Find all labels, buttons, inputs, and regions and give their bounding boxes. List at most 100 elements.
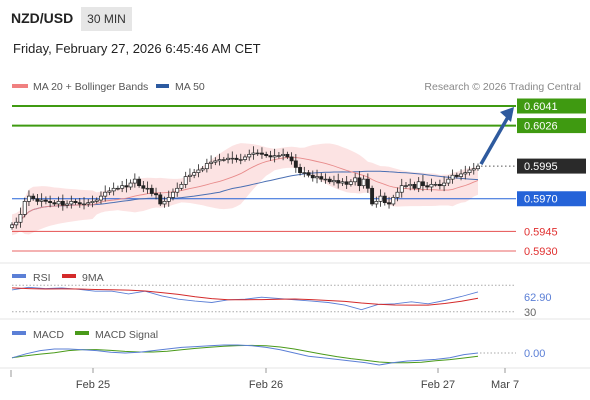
candle-body	[259, 152, 264, 155]
candle-body	[298, 167, 303, 173]
candle-body	[238, 159, 243, 161]
candle	[56, 196, 61, 208]
candle	[48, 195, 53, 208]
candle	[336, 173, 341, 189]
candle	[149, 184, 154, 197]
candle	[22, 197, 27, 218]
candle-body	[158, 194, 163, 205]
candle-body	[353, 177, 358, 183]
candle	[450, 169, 455, 184]
candle-body	[327, 178, 332, 183]
candle-body	[268, 155, 273, 158]
candle	[234, 154, 239, 163]
x-axis-label: Feb 26	[249, 379, 283, 391]
level-box-pivot	[517, 191, 586, 207]
timeframe-button[interactable]: 30 MIN	[81, 7, 132, 31]
candle	[340, 178, 345, 186]
candle	[128, 179, 133, 190]
level-label-resistance: 0.6041	[524, 101, 558, 113]
rsi-30-label: 30	[524, 307, 536, 319]
projection-arrow-shaft	[479, 116, 510, 165]
candle-body	[416, 181, 421, 189]
candle	[437, 179, 442, 190]
candle	[310, 170, 315, 182]
candle	[26, 190, 31, 206]
candle	[365, 173, 370, 193]
legend-label-macd-signal: MACD Signal	[95, 329, 158, 341]
candle	[31, 193, 36, 201]
candle-body	[382, 195, 387, 204]
candle	[145, 181, 150, 194]
candle	[476, 163, 480, 171]
legend-label-macd: MACD	[33, 329, 64, 341]
candle-body	[124, 185, 129, 188]
candle-body	[251, 152, 256, 155]
candle-body	[255, 152, 260, 155]
candle	[213, 157, 218, 166]
legend-swatch-ma50	[156, 84, 169, 88]
rsi-9ma-line	[11, 287, 479, 306]
candle	[10, 222, 14, 230]
candle-body	[374, 201, 379, 205]
current-price-label: 0.5995	[524, 161, 558, 173]
candle-body	[412, 184, 417, 189]
candle-body	[111, 187, 116, 192]
candle	[416, 177, 421, 193]
candle-body	[200, 168, 205, 171]
candle-body	[387, 202, 391, 205]
candle-body	[315, 176, 319, 179]
current-price-box	[517, 158, 586, 174]
candle-body	[14, 221, 19, 226]
candle-body	[65, 203, 70, 206]
candle	[332, 175, 336, 186]
candle	[374, 196, 379, 208]
candle	[111, 182, 116, 196]
candle-body	[69, 201, 74, 205]
candle-body	[234, 157, 239, 160]
candle	[192, 168, 197, 179]
candle	[200, 166, 205, 173]
candle	[60, 194, 65, 211]
candle	[43, 196, 48, 205]
candle-body	[141, 185, 146, 189]
candle-body	[370, 187, 375, 205]
candle	[442, 176, 447, 192]
candle-body	[395, 191, 400, 198]
candle-body	[459, 173, 464, 177]
legend-label-ma50: MA 50	[175, 81, 205, 93]
candle-body	[213, 160, 218, 163]
candle-body	[99, 195, 103, 201]
currency-pair-title: NZD/USD	[11, 10, 74, 26]
candle-body	[365, 178, 370, 189]
candle	[137, 176, 142, 188]
candle-body	[115, 187, 120, 190]
candle	[459, 169, 464, 181]
candle-body	[348, 181, 353, 185]
bollinger-band	[12, 143, 478, 236]
level-box-resistance	[517, 118, 586, 134]
candle-body	[420, 181, 425, 187]
candle	[259, 147, 264, 159]
candle	[221, 156, 226, 162]
candle-body	[103, 191, 108, 197]
candle-body	[323, 178, 328, 181]
candle	[302, 166, 307, 178]
candle	[357, 171, 362, 192]
candle	[196, 164, 201, 178]
candle-body	[272, 155, 277, 158]
candle-body	[243, 156, 247, 160]
candle	[158, 192, 163, 207]
candle-body	[26, 195, 31, 202]
candle	[14, 217, 19, 229]
candle-body	[209, 161, 214, 164]
candle-body	[247, 153, 252, 158]
rsi-value-label: 62.90	[524, 292, 552, 304]
candle	[348, 179, 353, 187]
candle	[255, 149, 260, 156]
candle	[82, 197, 86, 210]
candle	[361, 175, 366, 189]
candle-body	[35, 198, 40, 202]
candle	[395, 187, 400, 202]
candle	[289, 152, 294, 165]
candle-body	[281, 153, 286, 156]
